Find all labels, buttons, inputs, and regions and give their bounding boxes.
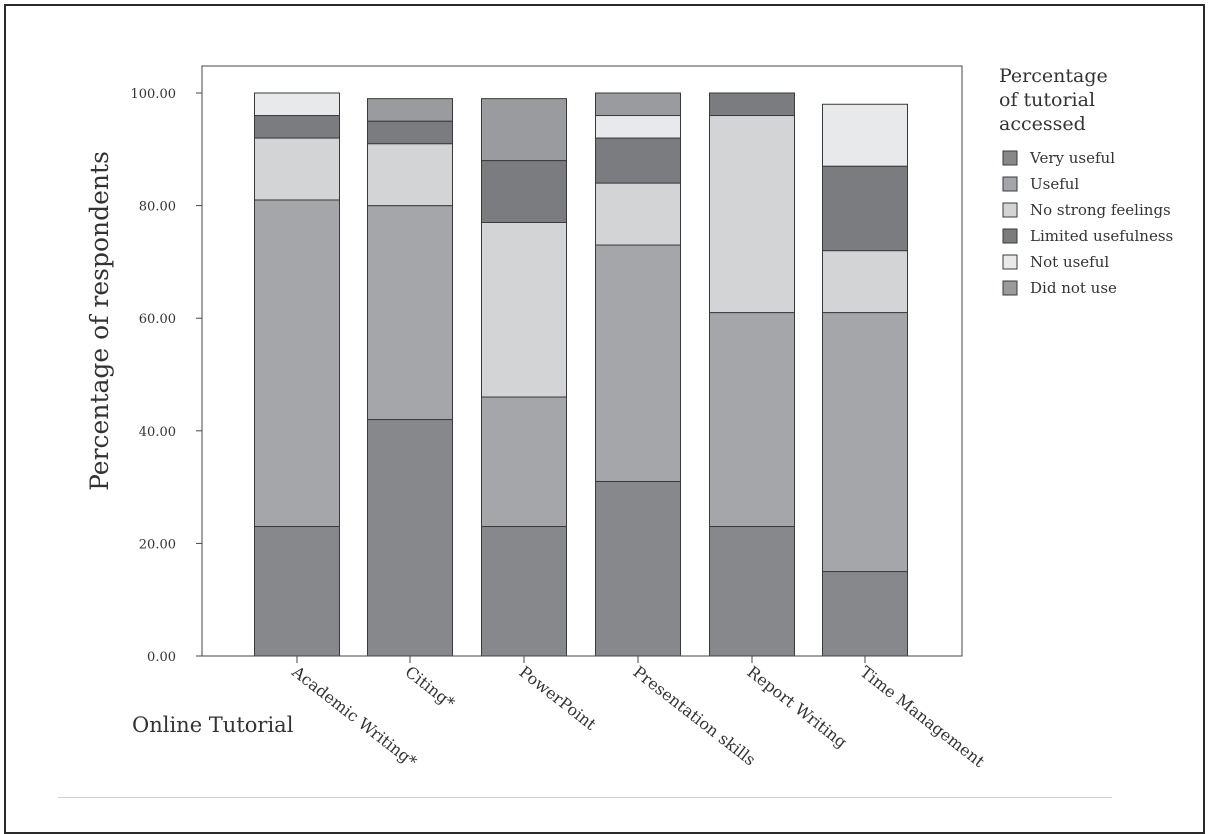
legend-swatch bbox=[1002, 280, 1018, 296]
bar-segment bbox=[481, 160, 567, 223]
legend-swatch bbox=[1002, 228, 1018, 244]
legend-swatch bbox=[1002, 150, 1018, 166]
legend-item-label: Did not use bbox=[1030, 279, 1117, 297]
bar-segment bbox=[367, 98, 453, 122]
bar-segment bbox=[595, 92, 681, 117]
bar-segment bbox=[595, 137, 681, 184]
legend-item-label: Very useful bbox=[1029, 149, 1115, 167]
bar-segment bbox=[481, 526, 567, 657]
x-tick-label: Citing* bbox=[402, 662, 459, 712]
legend-item-label: Limited usefulness bbox=[1030, 227, 1173, 245]
figure-bottom-rule bbox=[58, 797, 1112, 798]
legend-item-label: No strong feelings bbox=[1030, 201, 1171, 219]
x-axis: Academic Writing*Citing* PowerPoint Presen… bbox=[288, 656, 989, 771]
bar-segment bbox=[822, 165, 908, 252]
legend-swatch bbox=[1002, 202, 1018, 218]
bar-segment bbox=[595, 244, 681, 482]
y-tick-label: 40.00 bbox=[139, 425, 176, 440]
bar-segment bbox=[822, 250, 908, 314]
bar-segment bbox=[709, 526, 795, 657]
x-tick-label: Academic Writing* bbox=[288, 662, 421, 772]
bar-segment bbox=[822, 571, 908, 657]
legend-item-label: Not useful bbox=[1030, 253, 1109, 271]
legend-swatch bbox=[1002, 176, 1018, 192]
y-tick-label: 80.00 bbox=[139, 200, 176, 215]
bar-segment bbox=[709, 115, 795, 314]
bar-segment bbox=[254, 92, 340, 117]
bar-segment bbox=[709, 92, 795, 117]
y-tick-label: 20.00 bbox=[139, 537, 176, 552]
x-tick-label: Presentation skills bbox=[630, 662, 760, 769]
legend-title-line: accessed bbox=[999, 113, 1086, 135]
bar-segment bbox=[254, 137, 340, 201]
bar-segment bbox=[595, 115, 681, 139]
y-tick-label: 0.00 bbox=[147, 650, 176, 665]
bar-segment bbox=[367, 143, 453, 207]
legend: Percentage of tutorial accessed Very use… bbox=[999, 65, 1173, 297]
bar-segment bbox=[481, 396, 567, 528]
x-tick-label: Time Management bbox=[857, 662, 989, 771]
bar-segment bbox=[595, 182, 681, 246]
y-axis-label: Percentage of respondents bbox=[85, 151, 114, 491]
legend-swatch bbox=[1002, 254, 1018, 270]
y-tick-label: 60.00 bbox=[139, 312, 176, 327]
y-tick-label: 100.00 bbox=[131, 87, 177, 102]
bar-segment bbox=[254, 199, 340, 528]
legend-title-line: of tutorial bbox=[999, 89, 1095, 111]
bar-segment bbox=[254, 115, 340, 139]
bars-layer bbox=[254, 92, 908, 657]
bar-segment bbox=[709, 312, 795, 528]
bar-segment bbox=[367, 120, 453, 145]
x-tick-label: Report Writing bbox=[744, 662, 851, 752]
bar-segment bbox=[595, 480, 681, 657]
legend-title-line: Percentage bbox=[999, 65, 1108, 87]
x-axis-label: Online Tutorial bbox=[132, 713, 294, 737]
x-tick-label: PowerPoint bbox=[516, 662, 601, 734]
bar-segment bbox=[367, 205, 453, 421]
bar-segment bbox=[367, 419, 453, 657]
bar-segment bbox=[822, 103, 908, 167]
bar-segment bbox=[481, 98, 567, 162]
plot-area-frame bbox=[201, 65, 963, 657]
bar-segment bbox=[254, 526, 340, 657]
bar-segment bbox=[822, 312, 908, 573]
legend-item-label: Useful bbox=[1030, 175, 1079, 193]
y-axis: 0.00 20.00 40.00 60.00 80.00 100.00 bbox=[131, 87, 202, 665]
bar-segment bbox=[481, 221, 567, 398]
